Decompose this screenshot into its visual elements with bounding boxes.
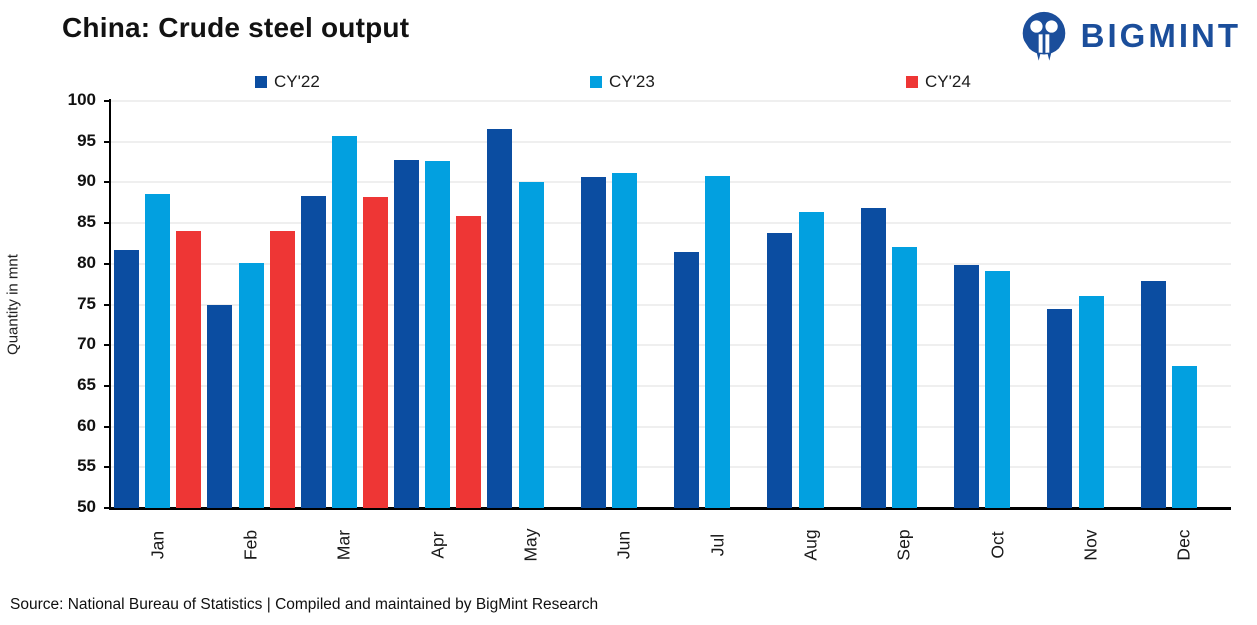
y-tick-70 [104,344,111,347]
bar-CY22-May [487,128,513,508]
bar-CY22-Nov [1047,308,1073,508]
bar-CY23-Mar [331,136,357,508]
x-tick-label-May: May [520,528,541,562]
gridline-95 [111,140,1231,143]
legend-swatch-cy23 [590,76,602,88]
bar-CY22-Mar [300,196,326,508]
x-tick-label-Oct: Oct [987,531,1008,559]
bar-CY22-Apr [394,159,420,508]
y-tick-55 [104,466,111,469]
legend-label-cy24: CY'24 [925,72,971,91]
bar-CY22-Aug [767,232,793,508]
y-tick-85 [104,222,111,225]
bar-CY22-Feb [207,304,233,508]
bar-CY23-May [518,181,544,508]
y-tick-60 [104,425,111,428]
bar-CY24-Mar [362,197,388,508]
gridline-100 [111,100,1231,102]
bar-CY23-Jul [705,175,731,508]
bar-CY24-Apr [456,215,482,508]
bar-CY23-Aug [798,211,824,508]
gridline-70 [111,344,1231,347]
x-tick-label-Aug: Aug [800,529,821,561]
bar-CY23-Nov [1078,296,1104,508]
bar-CY23-Jun [611,173,637,508]
y-tick-label-60: 60 [77,415,96,435]
legend-item-cy23: CY'23 [590,72,655,92]
y-tick-label-95: 95 [77,130,96,150]
bigmint-monkey-icon [1022,11,1065,61]
y-tick-80 [104,262,111,265]
bar-CY24-Feb [269,231,295,508]
gridline-60 [111,425,1231,428]
y-tick-label-50: 50 [77,497,96,516]
legend-label-cy23: CY'23 [609,72,655,91]
legend-label-cy22: CY'22 [274,72,320,91]
bar-CY23-Oct [985,271,1011,508]
bar-CY22-Jun [580,176,606,508]
x-tick-label-Jul: Jul [707,533,728,557]
bar-CY23-Apr [425,161,451,508]
gridline-55 [111,466,1231,469]
y-tick-50 [104,507,111,509]
x-axis-line [108,507,1231,510]
y-tick-label-55: 55 [77,456,96,476]
x-tick-label-Apr: Apr [427,531,448,559]
x-tick-label-Nov: Nov [1080,529,1101,561]
y-tick-65 [104,384,111,387]
bar-CY22-Oct [954,265,980,508]
bar-CY22-Jul [674,252,700,508]
gridline-85 [111,222,1231,225]
bar-CY23-Dec [1171,366,1197,508]
y-tick-90 [104,181,111,184]
legend-item-cy22: CY'22 [255,72,320,92]
x-tick-label-Sep: Sep [893,529,914,561]
bar-CY23-Sep [891,246,917,508]
gridline-65 [111,384,1231,387]
x-tick-label-Feb: Feb [240,529,261,561]
y-tick-label-100: 100 [67,90,96,109]
bar-CY22-Dec [1140,280,1166,508]
y-tick-75 [104,303,111,306]
y-tick-100 [104,100,111,102]
bar-CY24-Jan [176,231,202,508]
legend-swatch-cy24 [906,76,918,88]
bar-CY22-Sep [860,207,886,508]
gridline-80 [111,262,1231,265]
bar-CY23-Jan [145,193,171,508]
source-note: Source: National Bureau of Statistics | … [10,596,599,613]
x-tick-label-Dec: Dec [1173,529,1194,561]
chart-title: China: Crude steel output [62,12,410,43]
y-axis-title: Quantity in mnt [4,254,22,355]
y-tick-95 [104,140,111,143]
gridline-75 [111,303,1231,306]
bar-CY23-Feb [238,262,264,508]
bigmint-logo-text: BIGMINT [1080,17,1241,54]
x-tick-label-Jan: Jan [147,530,168,560]
legend-swatch-cy22 [255,76,267,88]
y-tick-label-90: 90 [77,171,96,191]
bigmint-logo: BIGMINT [1016,8,1241,64]
x-tick-label-Jun: Jun [613,530,634,560]
bar-CY22-Jan [114,249,140,508]
x-tick-label-Mar: Mar [333,529,354,561]
legend-item-cy24: CY'24 [906,72,971,92]
gridline-90 [111,181,1231,184]
y-axis-line [108,99,111,510]
